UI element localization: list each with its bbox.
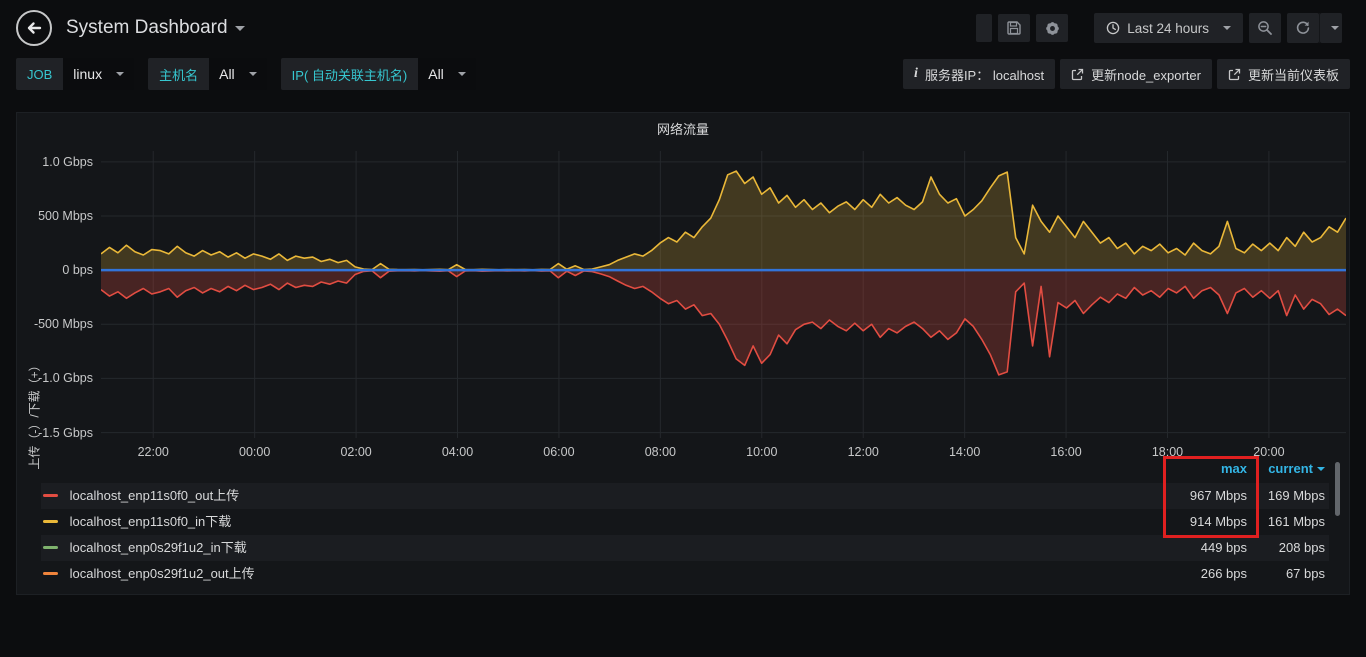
arrow-left-icon <box>27 22 42 34</box>
y-axis-tick-label: -1.5 Gbps <box>38 425 93 440</box>
refresh-button-group <box>1287 13 1342 43</box>
dashboard-title-text: System Dashboard <box>66 17 228 38</box>
x-axis-tick-label: 22:00 <box>137 445 169 459</box>
chevron-down-icon <box>1330 26 1339 30</box>
legend-series-label[interactable]: localhost_enp11s0f0_in下载 <box>69 514 232 529</box>
y-axis-tick-label: 1.0 Gbps <box>42 154 93 169</box>
y-axis-tick-label: -1.0 Gbps <box>38 371 93 386</box>
series-color-swatch <box>43 493 58 497</box>
external-link-icon <box>1071 68 1084 80</box>
legend-scrollbar[interactable] <box>1335 462 1340 516</box>
zoom-out-button[interactable] <box>1249 13 1281 43</box>
legend-current-value: 208 bps <box>1278 540 1325 555</box>
x-axis-tick-label: 00:00 <box>239 445 271 459</box>
panel-title[interactable]: 网络流量 <box>656 122 709 137</box>
x-axis-tick-label: 20:00 <box>1253 445 1285 459</box>
x-axis-tick-label: 04:00 <box>441 445 474 459</box>
top-nav-bar: System Dashboard Last 24 hour <box>0 0 1366 56</box>
series-color-swatch <box>43 519 58 523</box>
legend-series-label[interactable]: localhost_enp0s29f1u2_in下载 <box>69 540 247 555</box>
chevron-down-icon <box>248 72 257 76</box>
legend-table: max current localhost_enp11s0f0_out上传 96… <box>17 461 1349 587</box>
variable-job-label: JOB <box>16 58 64 90</box>
update-node-exporter-link[interactable]: 更新node_exporter <box>1060 59 1212 89</box>
chevron-down-icon <box>457 72 466 76</box>
legend-max-value: 266 bps <box>1200 566 1247 581</box>
legend-sort-current-text: current <box>1268 461 1313 476</box>
x-axis-tick-label: 10:00 <box>746 445 778 459</box>
panel-add-button[interactable] <box>976 14 993 42</box>
variable-ip-value: All <box>428 66 444 82</box>
legend-row: localhost_enp11s0f0_out上传 967 Mbps 169 M… <box>41 483 1329 509</box>
legend-row: localhost_enp11s0f0_in下载 914 Mbps 161 Mb… <box>41 509 1329 535</box>
save-dashboard-button[interactable] <box>998 14 1031 42</box>
x-axis-tick-label: 14:00 <box>948 445 981 459</box>
gear-icon <box>1045 21 1059 35</box>
series-color-swatch <box>43 545 58 549</box>
legend-max-value: 914 Mbps <box>1189 514 1247 529</box>
legend-sort-current[interactable]: current <box>1268 461 1325 476</box>
legend-series-label[interactable]: localhost_enp0s29f1u2_out上传 <box>69 566 255 581</box>
variable-ip: IP( 自动关联主机名) All <box>280 58 476 90</box>
x-axis-tick-label: 08:00 <box>644 445 676 459</box>
refresh-button[interactable] <box>1287 13 1319 43</box>
legend-max-value: 449 bps <box>1200 540 1247 555</box>
refresh-icon <box>1296 21 1310 34</box>
info-icon: i <box>914 66 918 81</box>
variable-ip-label: IP( 自动关联主机名) <box>280 58 419 90</box>
refresh-interval-dropdown[interactable] <box>1320 13 1342 43</box>
y-axis-tick-label: 500 Mbps <box>38 208 93 223</box>
update-dashboard-link[interactable]: 更新当前仪表板 <box>1216 59 1350 89</box>
x-axis-tick-label: 02:00 <box>340 445 372 459</box>
time-range-picker[interactable]: Last 24 hours <box>1094 13 1243 43</box>
variable-job-value-dropdown[interactable]: linux <box>63 58 135 90</box>
legend-series-label[interactable]: localhost_enp11s0f0_out上传 <box>69 488 240 503</box>
back-button[interactable] <box>16 10 52 46</box>
variable-hostname-value-dropdown[interactable]: All <box>209 58 267 90</box>
chevron-down-icon <box>116 72 125 76</box>
external-link-icon <box>1228 68 1241 80</box>
time-range-label: Last 24 hours <box>1127 20 1209 36</box>
legend-sort-max[interactable]: max <box>1220 461 1247 476</box>
legend-row: localhost_enp0s29f1u2_out上传 266 bps 67 b… <box>41 561 1329 587</box>
variable-job: JOB linux <box>16 58 135 90</box>
dashboard-settings-button[interactable] <box>1036 14 1069 42</box>
save-icon <box>1007 21 1021 35</box>
network-traffic-panel: 网络流量 上传（-）/下载（+） 1.0 Gbps 500 Mbps 0 bps -5… <box>16 112 1350 595</box>
variable-ip-value-dropdown[interactable]: All <box>418 58 476 90</box>
x-axis-tick-label: 18:00 <box>1151 445 1184 459</box>
chevron-down-icon <box>1223 26 1231 30</box>
variable-hostname: 主机名 All <box>148 58 267 90</box>
server-ip-info: i 服务器IP： localhost <box>903 59 1056 89</box>
sort-caret-icon <box>1317 466 1325 471</box>
legend-current-value: 161 Mbps <box>1267 514 1325 529</box>
variable-hostname-value: All <box>219 66 235 82</box>
x-axis-tick-label: 16:00 <box>1050 445 1082 459</box>
series-color-swatch <box>43 571 58 575</box>
x-axis-tick-label: 12:00 <box>847 445 879 459</box>
y-axis-tick-label: -500 Mbps <box>33 317 93 332</box>
legend-current-value: 67 bps <box>1285 566 1325 581</box>
clock-icon <box>1106 21 1120 35</box>
zoom-out-icon <box>1258 21 1272 35</box>
update-dashboard-text: 更新当前仪表板 <box>1247 67 1339 83</box>
x-axis-tick-label: 06:00 <box>543 445 575 459</box>
chart-plot-area[interactable] <box>100 151 1347 438</box>
legend-current-value: 169 Mbps <box>1267 488 1325 503</box>
variable-hostname-label: 主机名 <box>148 58 210 90</box>
dashboard-title[interactable]: System Dashboard <box>66 17 245 39</box>
y-axis-tick-label: 0 bps <box>62 263 93 278</box>
legend-max-value: 967 Mbps <box>1189 488 1247 503</box>
submenu-links: i 服务器IP： localhost 更新node_exporter 更新当前仪… <box>903 59 1350 89</box>
submenu-bar: JOB linux 主机名 All IP( 自动关联主机名) All i 服务器… <box>0 56 1366 92</box>
variable-job-value: linux <box>73 66 103 82</box>
legend-header-row: max current <box>41 461 1329 483</box>
server-ip-text: 服务器IP： localhost <box>924 67 1045 83</box>
update-node-exporter-text: 更新node_exporter <box>1091 67 1201 83</box>
chevron-down-icon <box>234 25 245 31</box>
legend-row: localhost_enp0s29f1u2_in下载 449 bps 208 b… <box>41 535 1329 561</box>
